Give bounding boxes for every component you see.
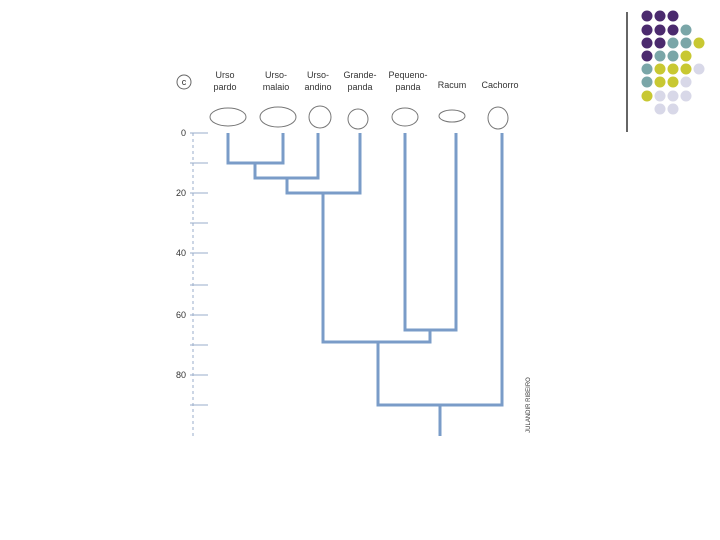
taxon-label: Pequeno-	[388, 70, 427, 80]
axis-label: 60	[176, 310, 186, 320]
taxon-label: andino	[304, 82, 331, 92]
taxon-label: Urso	[215, 70, 234, 80]
axis-label: 0	[181, 128, 186, 138]
panel-label: c	[182, 77, 187, 87]
taxon-label: malaio	[263, 82, 290, 92]
panel-label-ring	[176, 74, 192, 90]
taxon-label: Cachorro	[481, 80, 518, 90]
axis-label: 80	[176, 370, 186, 380]
taxon-label: Grande-	[343, 70, 376, 80]
axis	[190, 132, 208, 438]
phylogenetic-tree	[226, 133, 504, 436]
taxon-label: Urso-	[307, 70, 329, 80]
taxon-label: panda	[347, 82, 372, 92]
taxon-label: pardo	[213, 82, 236, 92]
taxon-label: Racum	[438, 80, 467, 90]
axis-label: 40	[176, 248, 186, 258]
dot-grid	[641, 10, 705, 115]
axis-label: 20	[176, 188, 186, 198]
credit: JULANDIR RIBEIRO	[526, 377, 532, 433]
animal-sketches	[209, 105, 509, 130]
taxon-labels: Urso pardo Urso-malaio Urso-andino Grande-pa…	[213, 70, 518, 92]
taxon-label: panda	[395, 82, 420, 92]
taxon-label: Urso-	[265, 70, 287, 80]
